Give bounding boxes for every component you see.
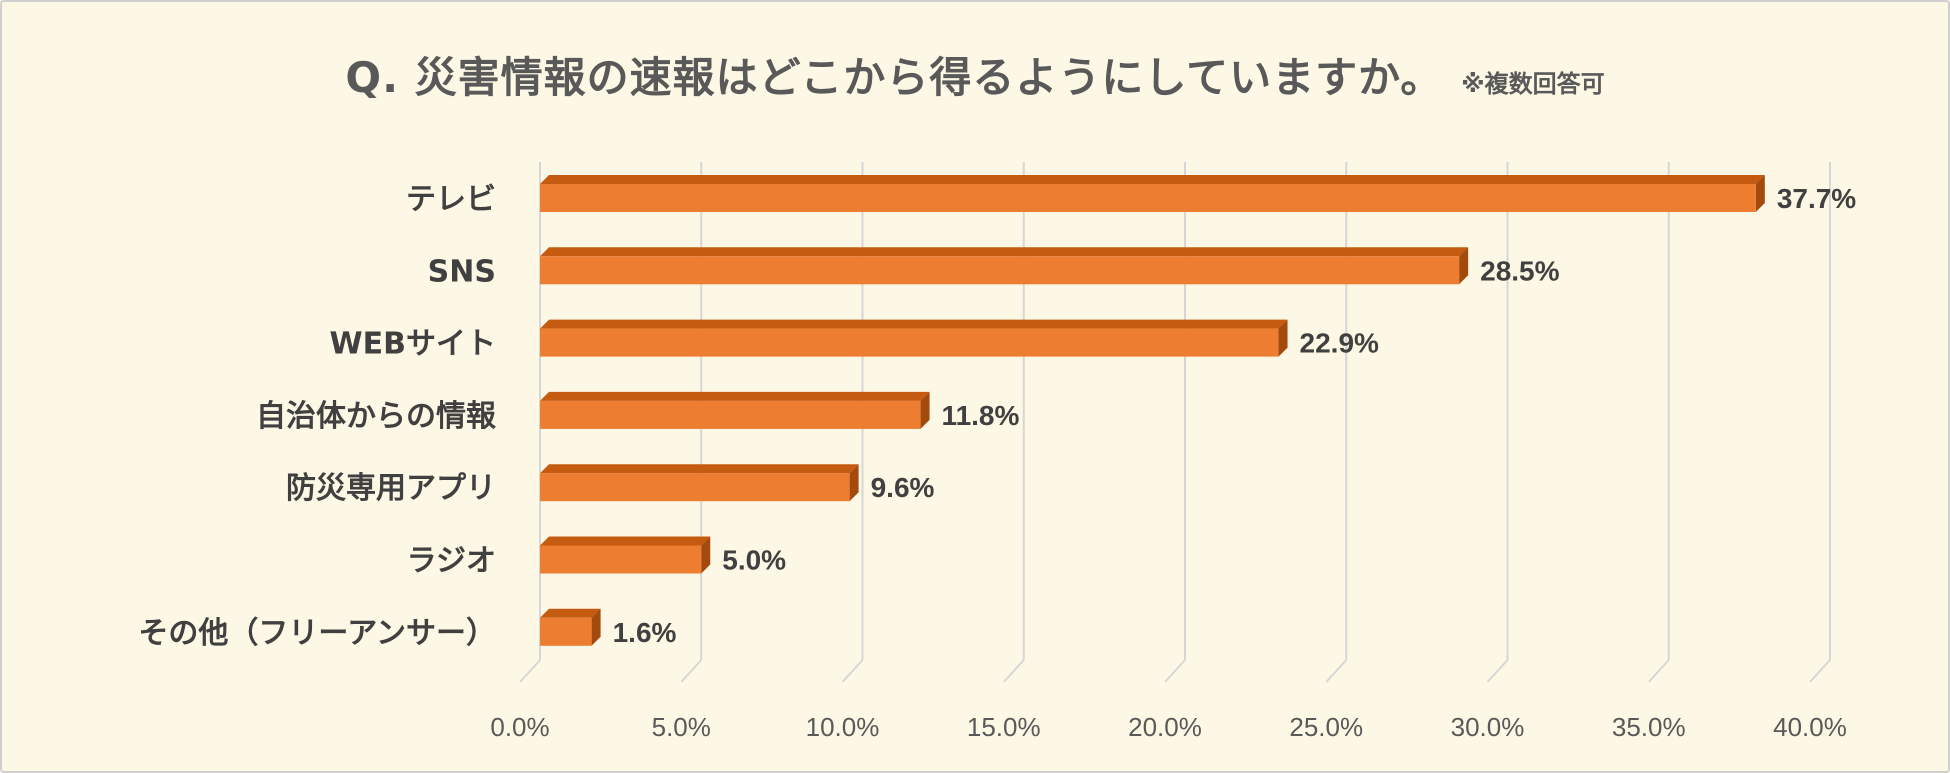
bar-top [540, 175, 1765, 184]
bar-top [540, 247, 1469, 257]
bar-side [1459, 247, 1469, 285]
bar-side [1278, 319, 1288, 357]
x-tick-label: 0.0% [490, 712, 549, 742]
bar-top [540, 536, 711, 546]
data-label: 28.5% [1480, 255, 1559, 286]
category-label: WEBサイト [330, 327, 496, 362]
bar-side [591, 608, 601, 646]
gridline-floor [1003, 659, 1025, 683]
bar [540, 545, 702, 574]
gridline-floor [1325, 659, 1347, 683]
category-label: ラジオ [407, 544, 496, 579]
bar [540, 256, 1460, 285]
x-tick-label: 25.0% [1289, 712, 1363, 742]
bar-top [540, 464, 859, 474]
gridline-floor [519, 659, 541, 683]
gridline-floor [680, 659, 702, 683]
category-label: 自治体からの情報 [256, 399, 497, 434]
bar-side [849, 464, 859, 502]
bar-top [540, 608, 601, 618]
x-tick-label: 40.0% [1773, 712, 1847, 742]
category-label: 防災専用アプリ [286, 471, 496, 506]
bar-side [701, 536, 711, 574]
bar [540, 473, 850, 502]
chart-title-note: ※複数回答可 [1461, 70, 1605, 98]
bar [540, 400, 921, 429]
gridline-floor [1648, 659, 1670, 683]
chart-title-main: Q. 災害情報の速報はどこから得るようにしていますか。 [345, 53, 1444, 102]
category-label: その他（フリーアンサー） [138, 616, 496, 651]
bar [540, 184, 1756, 212]
bar-top [540, 319, 1288, 329]
bar-side [1755, 175, 1765, 212]
data-label: 1.6% [613, 617, 677, 648]
gridline-floor [1809, 659, 1831, 683]
bar [540, 328, 1279, 357]
data-label: 37.7% [1777, 183, 1856, 214]
category-label: SNS [428, 254, 496, 289]
data-label: 11.8% [942, 400, 1020, 431]
bar-side [920, 391, 930, 429]
bar [540, 617, 592, 646]
category-label: テレビ [406, 182, 496, 217]
data-label: 9.6% [871, 472, 935, 503]
x-tick-label: 30.0% [1451, 712, 1525, 742]
chart-title: Q. 災害情報の速報はどこから得るようにしていますか。 ※複数回答可 [0, 44, 1950, 105]
gridline-floor [1164, 659, 1186, 683]
x-tick-label: 10.0% [806, 712, 880, 742]
x-tick-label: 15.0% [967, 712, 1041, 742]
x-tick-label: 5.0% [652, 712, 711, 742]
x-tick-label: 20.0% [1128, 712, 1202, 742]
data-label: 5.0% [722, 545, 786, 576]
gridline-floor [1486, 659, 1509, 683]
gridline-floor [841, 659, 864, 683]
data-label: 22.9% [1300, 328, 1379, 359]
x-tick-label: 35.0% [1612, 712, 1686, 742]
bar-top [540, 391, 930, 401]
